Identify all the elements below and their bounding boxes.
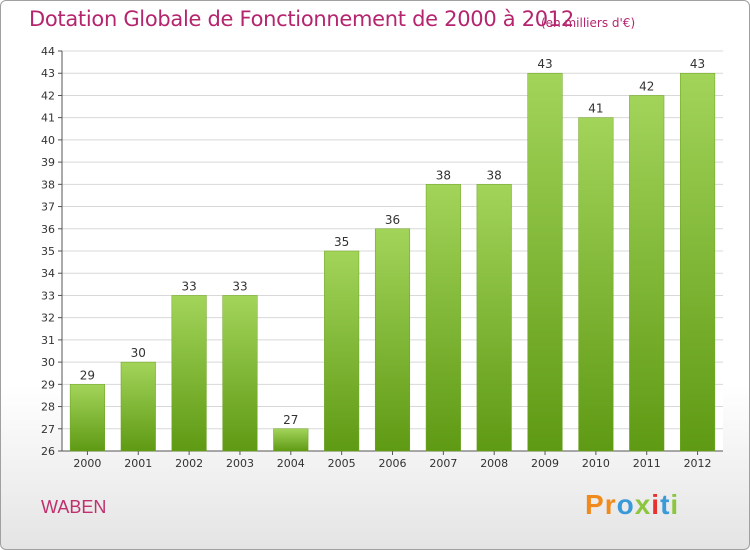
chart-title: Dotation Globale de Fonctionnement de 20… bbox=[29, 7, 574, 31]
y-tick-label: 37 bbox=[41, 201, 55, 214]
x-tick-label: 2008 bbox=[480, 457, 508, 470]
x-tick-label: 2007 bbox=[429, 457, 457, 470]
y-tick-label: 38 bbox=[41, 178, 55, 191]
labels: 26 27 28 29 30 31 32 33 34 35 36 37 38 39 40 41 42 43 44 29… bbox=[41, 45, 712, 470]
y-tick-label: 26 bbox=[41, 445, 55, 458]
y-tick-label: 34 bbox=[41, 267, 55, 280]
bar-value-label: 33 bbox=[232, 279, 247, 293]
y-tick-label: 32 bbox=[41, 312, 55, 325]
bar bbox=[527, 72, 563, 452]
y-tick-label: 30 bbox=[41, 356, 55, 369]
logo-letter: o bbox=[616, 489, 635, 520]
bar-value-label: 33 bbox=[181, 279, 196, 293]
logo-letter: x bbox=[634, 489, 652, 520]
y-tick-label: 35 bbox=[41, 245, 55, 258]
logo-letter: P bbox=[585, 489, 605, 520]
x-tick-label: 2012 bbox=[684, 457, 712, 470]
logo-letter: i bbox=[651, 489, 661, 520]
bar bbox=[222, 295, 258, 452]
proxiti-logo[interactable]: Proxiti bbox=[585, 489, 679, 521]
x-tick-label: 2005 bbox=[328, 457, 356, 470]
unit-label: (en milliers d'€) bbox=[541, 16, 636, 30]
x-tick-label: 2004 bbox=[277, 457, 305, 470]
logo-letter: r bbox=[604, 489, 617, 520]
x-tick-label: 2001 bbox=[124, 457, 152, 470]
bar-value-label: 36 bbox=[385, 213, 400, 227]
y-tick-label: 31 bbox=[41, 334, 55, 347]
bars bbox=[69, 72, 716, 452]
y-tick-label: 28 bbox=[41, 401, 55, 414]
bar bbox=[629, 95, 665, 452]
bar bbox=[476, 184, 512, 452]
bar-value-label: 41 bbox=[588, 102, 603, 116]
y-tick-label: 43 bbox=[41, 67, 55, 80]
x-tick-label: 2010 bbox=[582, 457, 610, 470]
x-tick-label: 2011 bbox=[633, 457, 661, 470]
bar bbox=[374, 228, 411, 452]
y-tick-label: 39 bbox=[41, 156, 55, 169]
bar-value-label: 43 bbox=[537, 57, 552, 71]
bar-value-label: 29 bbox=[80, 368, 95, 382]
logo-letter: i bbox=[670, 489, 680, 520]
x-tick-label: 2000 bbox=[73, 457, 101, 470]
bar-value-label: 43 bbox=[690, 57, 705, 71]
bar-value-label: 38 bbox=[436, 168, 451, 182]
bar-value-label: 35 bbox=[334, 235, 349, 249]
bar bbox=[69, 384, 105, 452]
x-tick-label: 2002 bbox=[175, 457, 203, 470]
logo-letter: t bbox=[660, 489, 671, 520]
x-tick-label: 2006 bbox=[379, 457, 407, 470]
bar bbox=[120, 361, 156, 452]
y-tick-label: 36 bbox=[41, 223, 55, 236]
bar bbox=[273, 428, 309, 452]
bar-value-label: 38 bbox=[487, 168, 502, 182]
y-tick-label: 27 bbox=[41, 423, 55, 436]
bar-value-label: 42 bbox=[639, 79, 654, 93]
y-tick-label: 33 bbox=[41, 289, 55, 302]
y-tick-label: 29 bbox=[41, 378, 55, 391]
bar bbox=[171, 295, 207, 452]
bar bbox=[578, 117, 614, 452]
y-tick-label: 40 bbox=[41, 134, 55, 147]
commune-name: WABEN bbox=[41, 497, 107, 517]
bar bbox=[680, 72, 716, 452]
x-tick-label: 2009 bbox=[531, 457, 559, 470]
bar-value-label: 30 bbox=[131, 346, 146, 360]
bar-value-label: 27 bbox=[283, 413, 298, 427]
bar bbox=[425, 184, 461, 452]
bar bbox=[324, 250, 360, 452]
y-tick-label: 44 bbox=[41, 45, 55, 58]
y-tick-label: 41 bbox=[41, 112, 55, 125]
y-tick-label: 42 bbox=[41, 89, 55, 102]
x-tick-label: 2003 bbox=[226, 457, 254, 470]
